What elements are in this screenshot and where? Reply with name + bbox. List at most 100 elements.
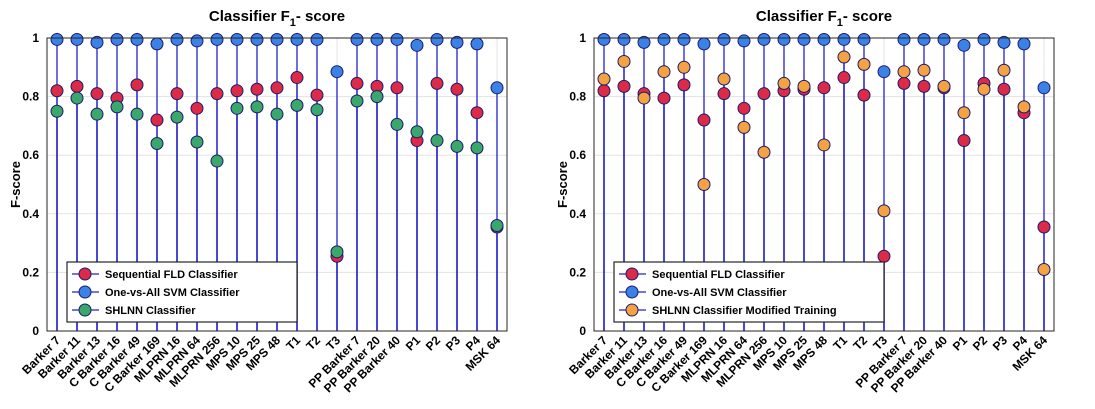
data-point — [617, 32, 631, 46]
data-point — [857, 32, 871, 46]
data-point — [130, 107, 144, 121]
data-point — [490, 219, 504, 233]
data-point — [470, 37, 484, 51]
data-point — [430, 32, 444, 46]
data-point — [170, 87, 184, 101]
data-point — [350, 94, 364, 108]
x-tick-label: P3 — [990, 333, 1011, 354]
data-point — [837, 32, 851, 46]
legend-marker — [78, 303, 92, 317]
data-point — [737, 120, 751, 134]
data-point — [717, 87, 731, 101]
data-point — [817, 81, 831, 95]
chart-title-main: Classifier F — [209, 8, 290, 25]
data-point — [330, 245, 344, 259]
legend-box — [613, 261, 885, 323]
data-point — [250, 32, 264, 46]
data-point — [1017, 37, 1031, 51]
data-point — [310, 88, 324, 102]
data-point — [857, 88, 871, 102]
data-point — [290, 71, 304, 85]
data-point — [170, 32, 184, 46]
chart-title: Classifier F1- score — [209, 8, 345, 29]
data-point — [430, 76, 444, 90]
data-point — [50, 104, 64, 118]
data-point — [817, 32, 831, 46]
legend-box — [66, 261, 298, 323]
data-point — [957, 134, 971, 148]
data-point — [250, 100, 264, 114]
data-point — [997, 35, 1011, 49]
y-tick-label: 0.4 — [22, 207, 39, 221]
data-point — [917, 79, 931, 93]
x-tick-label: P2 — [423, 333, 444, 354]
axes-frame — [46, 37, 508, 332]
legend-label: Sequential FLD Classifier — [652, 269, 785, 281]
data-point — [190, 135, 204, 149]
chart-title-tail: - score — [843, 8, 892, 25]
data-point — [617, 79, 631, 93]
data-point — [937, 32, 951, 46]
data-point — [390, 32, 404, 46]
data-point — [1037, 220, 1051, 234]
data-point — [657, 91, 671, 105]
legend-label: One-vs-All SVM Classifier — [105, 287, 240, 299]
data-point — [90, 35, 104, 49]
data-point — [290, 32, 304, 46]
x-tick-label: P3 — [443, 333, 464, 354]
data-point — [390, 117, 404, 131]
x-tick-label: P1 — [950, 333, 971, 354]
x-tick-label: P1 — [403, 333, 424, 354]
data-point — [230, 101, 244, 115]
data-point — [717, 72, 731, 86]
data-point — [777, 32, 791, 46]
data-point — [70, 91, 84, 105]
data-point — [1037, 262, 1051, 276]
chart-title-subscript: 1 — [290, 17, 296, 29]
y-tick-label: 0.8 — [569, 90, 586, 104]
data-point — [1037, 81, 1051, 95]
data-point — [777, 76, 791, 90]
legend-marker — [625, 285, 639, 299]
data-point — [90, 87, 104, 101]
data-point — [310, 103, 324, 117]
y-axis-label: F-score — [8, 161, 23, 208]
legend-marker — [625, 267, 639, 281]
data-point — [110, 32, 124, 46]
data-point — [677, 60, 691, 74]
data-point — [50, 84, 64, 98]
y-tick-label: 0.4 — [569, 207, 586, 221]
data-point — [637, 91, 651, 105]
data-point — [270, 107, 284, 121]
data-point — [50, 32, 64, 46]
data-point — [290, 98, 304, 112]
chart-title: Classifier F1- score — [756, 8, 892, 29]
data-point — [597, 72, 611, 86]
data-point — [837, 50, 851, 64]
data-point — [957, 38, 971, 52]
data-point — [817, 138, 831, 152]
legend-marker — [78, 285, 92, 299]
data-point — [350, 76, 364, 90]
chart-title-tail: - score — [296, 8, 345, 25]
data-point — [450, 35, 464, 49]
data-point — [657, 65, 671, 79]
data-point — [997, 63, 1011, 77]
legend-label: SHLNN Classifier Modified Training — [652, 305, 837, 317]
data-point — [230, 84, 244, 98]
axes-frame — [593, 37, 1055, 332]
x-tick-label: T2 — [303, 333, 323, 353]
legend-marker — [78, 267, 92, 281]
y-tick-label: 0.6 — [569, 148, 586, 162]
data-point — [130, 32, 144, 46]
data-point — [390, 81, 404, 95]
data-point — [1017, 100, 1031, 114]
data-point — [657, 32, 671, 46]
data-point — [597, 84, 611, 98]
x-tick-label: P2 — [970, 333, 991, 354]
data-point — [877, 204, 891, 218]
data-point — [150, 136, 164, 150]
x-tick-label: T2 — [850, 333, 870, 353]
